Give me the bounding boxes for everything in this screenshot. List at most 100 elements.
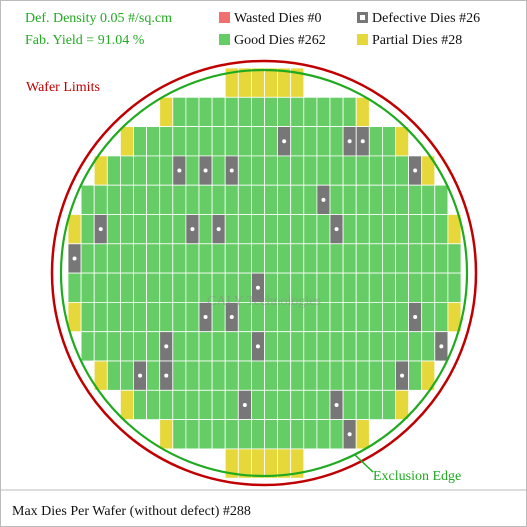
good-die <box>172 126 187 157</box>
good-die <box>198 331 213 362</box>
good-die <box>237 155 252 186</box>
good-die <box>290 96 305 128</box>
good-die <box>381 214 396 245</box>
good-die <box>211 389 226 420</box>
good-die <box>421 272 436 303</box>
good-die <box>368 301 383 333</box>
defect-dot <box>203 315 208 320</box>
good-die <box>277 389 292 420</box>
good-die <box>146 360 161 391</box>
good-die <box>120 272 134 303</box>
partial-die <box>395 389 410 420</box>
good-die <box>172 184 187 215</box>
good-die <box>106 243 121 274</box>
good-die <box>159 155 174 186</box>
exclusion-label: Exclusion Edge <box>373 469 461 484</box>
good-die <box>93 301 108 333</box>
good-die <box>146 272 161 303</box>
good-die <box>211 126 226 157</box>
good-die <box>447 243 462 274</box>
good-die <box>224 184 239 215</box>
good-die <box>316 389 331 420</box>
defect-dot <box>164 344 169 349</box>
good-die <box>80 214 95 245</box>
good-die <box>408 184 423 215</box>
good-die <box>172 301 187 333</box>
good-die <box>355 389 370 420</box>
partial-die <box>120 126 134 157</box>
good-die <box>368 214 383 245</box>
good-die <box>355 214 370 245</box>
good-die <box>368 243 383 274</box>
defect-dot <box>242 402 247 407</box>
good-die <box>408 360 423 391</box>
good-die <box>381 272 396 303</box>
good-die <box>316 96 331 128</box>
good-die <box>421 184 436 215</box>
good-die <box>355 331 370 362</box>
good-die <box>106 214 121 245</box>
good-die <box>421 214 436 245</box>
good-die <box>237 360 252 391</box>
good-die <box>250 360 265 391</box>
good-die <box>329 360 344 391</box>
good-die <box>381 331 396 362</box>
good-die <box>250 389 265 420</box>
partial-die <box>447 301 462 333</box>
good-die <box>355 184 370 215</box>
good-die <box>93 272 108 303</box>
good-die <box>277 214 292 245</box>
defect-dot <box>190 227 195 232</box>
good-die <box>381 184 396 215</box>
good-die <box>368 126 383 157</box>
good-die <box>277 155 292 186</box>
good-die <box>434 243 449 274</box>
good-die <box>355 155 370 186</box>
good-die <box>290 360 305 391</box>
good-die <box>198 126 213 157</box>
good-die <box>211 331 226 362</box>
good-die <box>250 126 265 157</box>
good-die <box>250 243 265 274</box>
density-text: Def. Density 0.05 #/sq.cm <box>25 11 172 26</box>
good-die <box>185 389 200 420</box>
good-die <box>106 360 121 391</box>
good-die <box>133 126 148 157</box>
partial-die <box>264 67 279 98</box>
good-die <box>447 272 462 303</box>
good-die <box>434 184 449 215</box>
good-die <box>395 155 410 186</box>
good-die <box>408 214 423 245</box>
good-die <box>434 214 449 245</box>
good-die <box>185 360 200 391</box>
good-die <box>80 272 95 303</box>
good-die <box>93 243 108 274</box>
good-die <box>264 184 279 215</box>
good-die <box>172 96 187 128</box>
good-die <box>329 96 344 128</box>
good-die <box>290 419 305 450</box>
defect-dot <box>98 227 103 232</box>
good-die <box>316 155 331 186</box>
good-die <box>290 214 305 245</box>
good-die <box>172 331 187 362</box>
good-die <box>159 184 174 215</box>
good-die <box>277 184 292 215</box>
good-die <box>264 243 279 274</box>
good-die <box>303 184 318 215</box>
good-die <box>146 155 161 186</box>
good-die <box>368 184 383 215</box>
good-die <box>159 243 174 274</box>
good-die <box>290 184 305 215</box>
good-die <box>120 243 134 274</box>
good-die <box>120 214 134 245</box>
good-die <box>185 301 200 333</box>
die-grid <box>67 67 462 479</box>
good-die <box>355 243 370 274</box>
good-die <box>290 389 305 420</box>
good-die <box>237 96 252 128</box>
partial-die <box>395 126 410 157</box>
good-die <box>120 360 134 391</box>
good-die <box>185 331 200 362</box>
good-die <box>303 419 318 450</box>
